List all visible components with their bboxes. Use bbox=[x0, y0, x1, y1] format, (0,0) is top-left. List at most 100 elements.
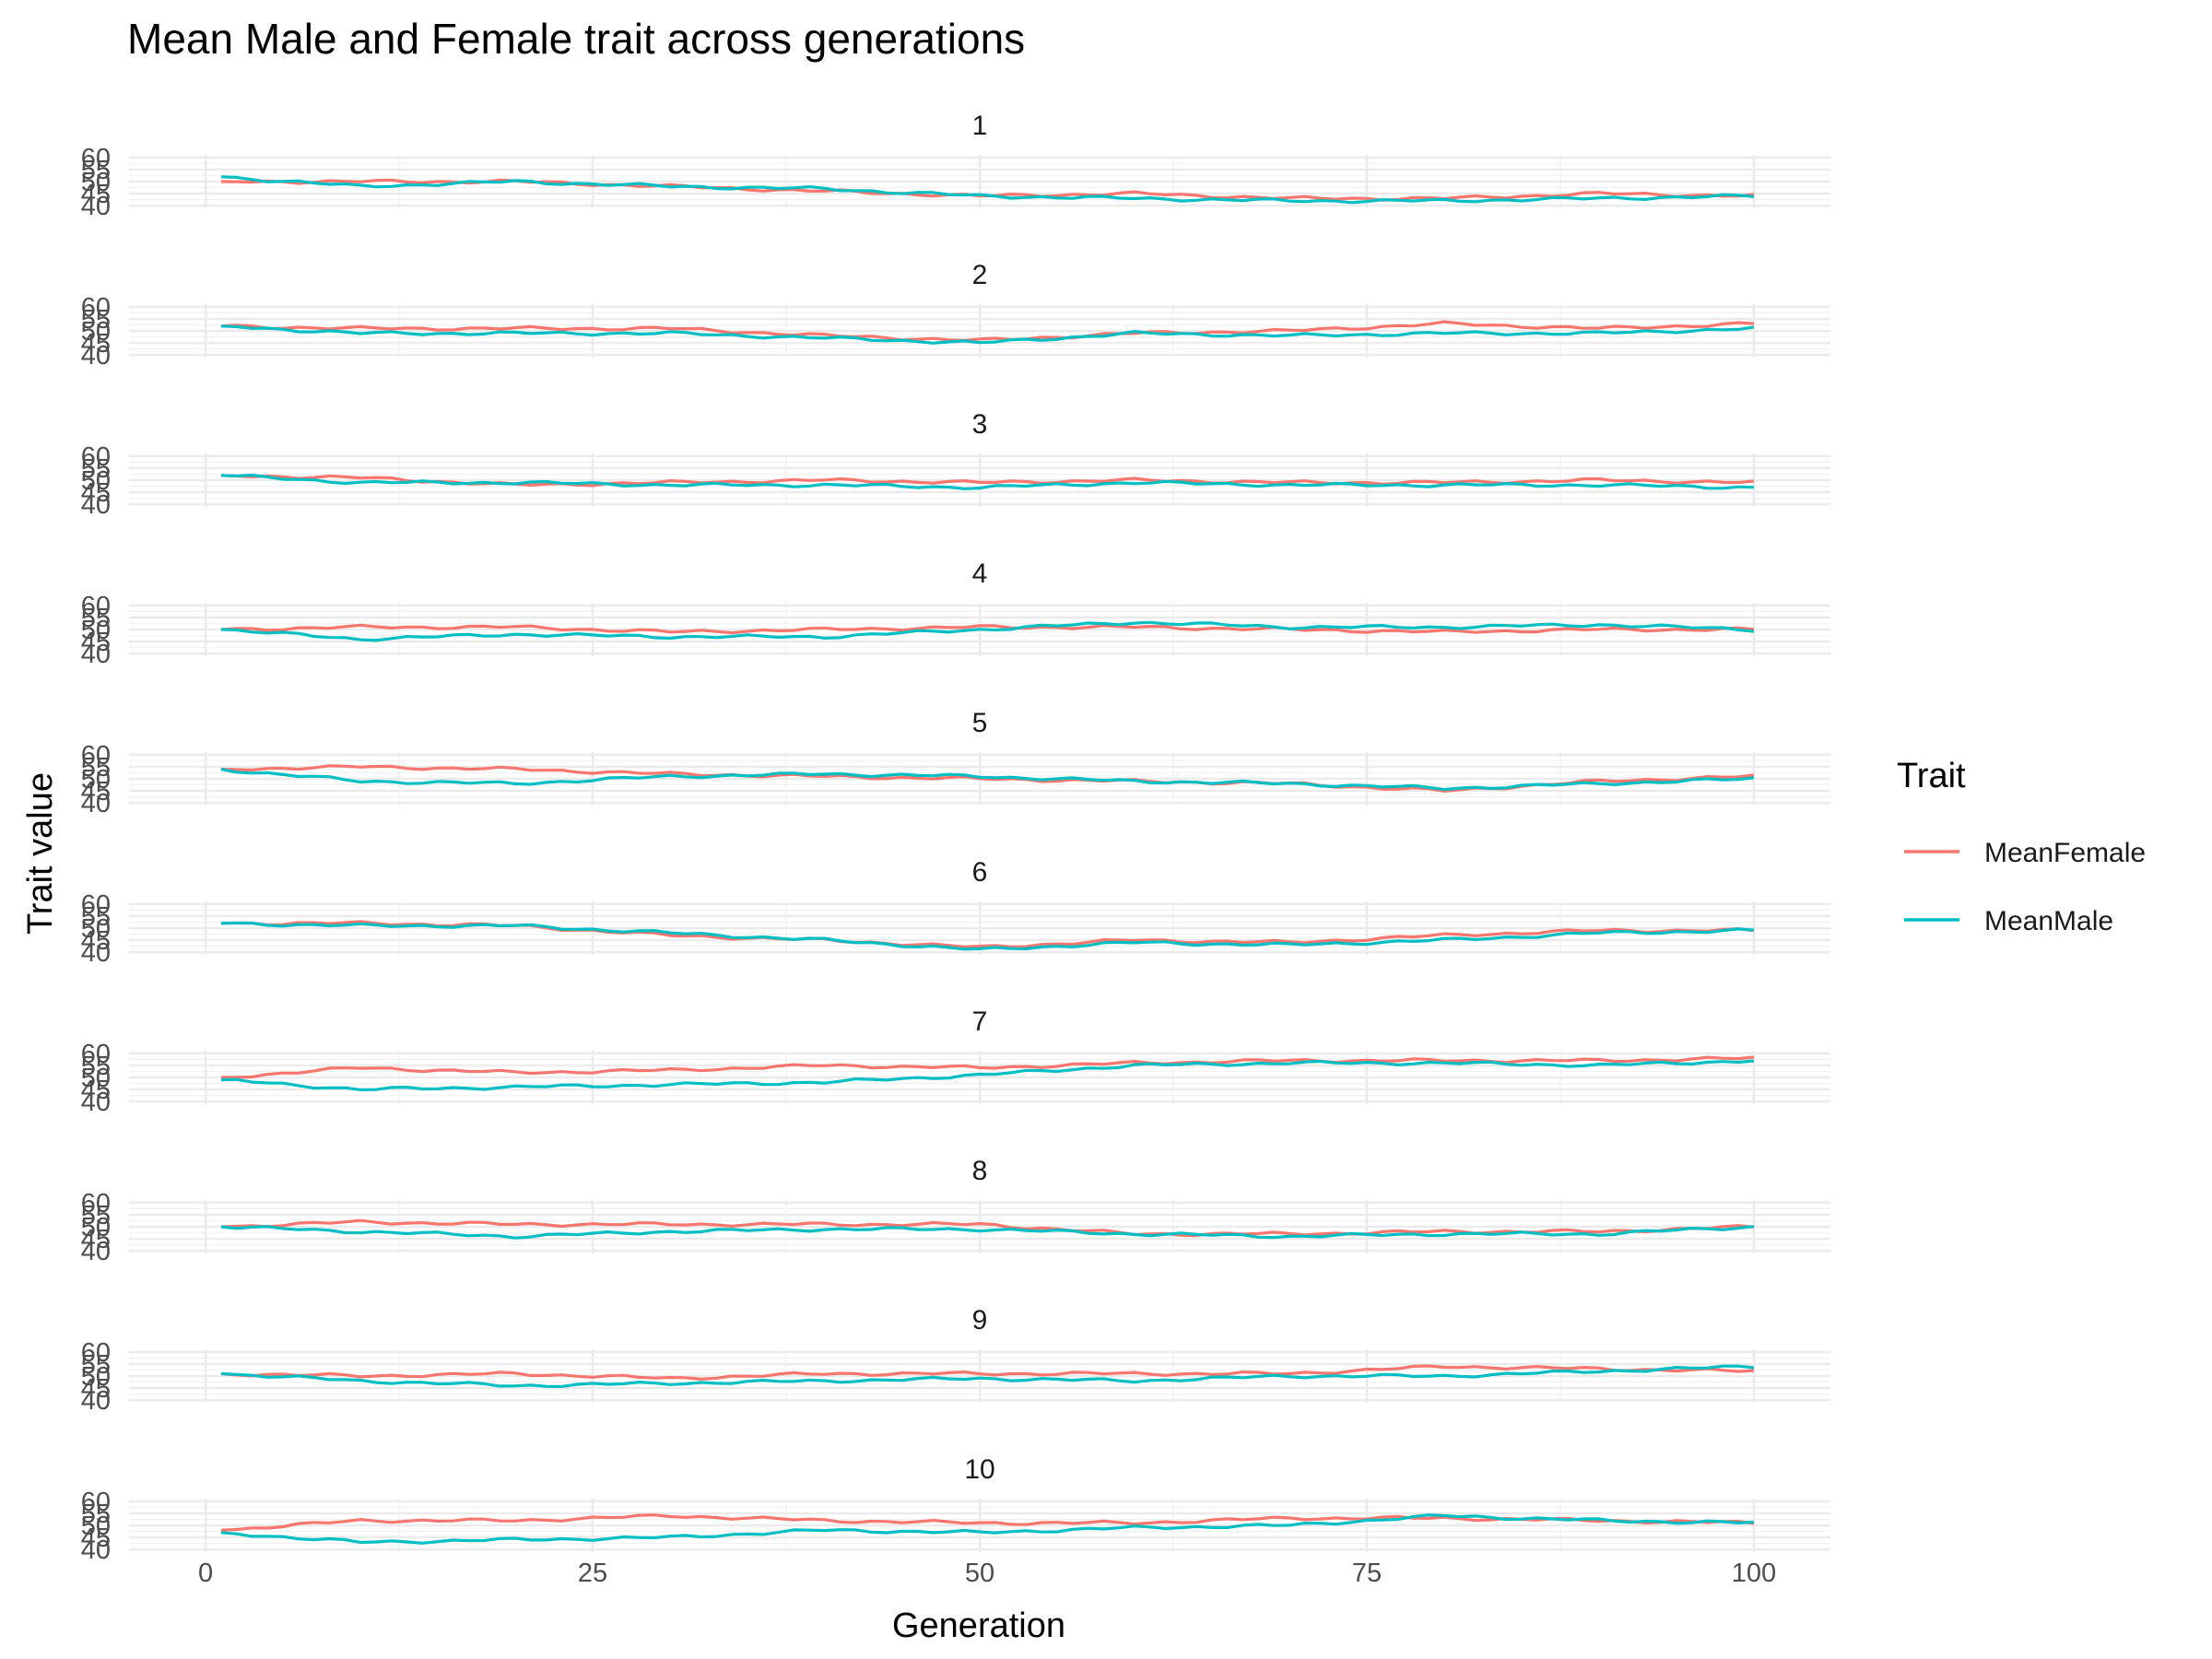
facet-strip-label: 6 bbox=[972, 857, 988, 888]
y-tick-label: 45 bbox=[81, 478, 111, 508]
y-tick-label: 40 bbox=[81, 341, 111, 371]
facet-strip-label: 9 bbox=[972, 1305, 988, 1335]
y-tick-label: 50 bbox=[81, 466, 111, 496]
legend-label: MeanFemale bbox=[1984, 838, 2146, 868]
legend: Trait MeanFemale MeanMale bbox=[1897, 757, 2146, 936]
series-line-meanmale bbox=[220, 768, 1755, 792]
y-tick-label: 55 bbox=[81, 454, 111, 484]
x-tick-label: 50 bbox=[965, 1559, 994, 1588]
y-tick-label: 55 bbox=[81, 604, 111, 633]
y-tick-label: 45 bbox=[81, 1374, 111, 1404]
y-tick-label: 60 bbox=[81, 1189, 111, 1218]
x-tick-label: 25 bbox=[578, 1559, 607, 1588]
facet-strip-label: 3 bbox=[972, 409, 988, 440]
y-tick-label: 40 bbox=[81, 1237, 111, 1266]
y-tick-label: 60 bbox=[81, 1040, 111, 1069]
y-tick-label: 55 bbox=[81, 305, 111, 335]
y-tick-label: 40 bbox=[81, 1088, 111, 1117]
facet-panels: 1404550556024045505560340455055604404550… bbox=[81, 111, 1830, 1565]
series-line-meanfemale bbox=[220, 1218, 1755, 1238]
y-tick-label: 45 bbox=[81, 180, 111, 209]
y-tick-label: 50 bbox=[81, 1362, 111, 1392]
series-line-meanmale bbox=[220, 175, 1755, 205]
x-axis-title: Generation bbox=[892, 1606, 1065, 1645]
y-tick-label: 60 bbox=[81, 442, 111, 472]
facet-strip-label: 8 bbox=[972, 1156, 988, 1186]
series-line-meanfemale bbox=[220, 623, 1755, 635]
series-line-meanmale bbox=[220, 324, 1755, 345]
legend-item-meanfemale: MeanFemale bbox=[1904, 838, 2146, 868]
facet-strip-label: 7 bbox=[972, 1006, 988, 1037]
y-tick-label: 55 bbox=[81, 1350, 111, 1380]
y-tick-label: 40 bbox=[81, 490, 111, 520]
legend-title: Trait bbox=[1897, 757, 1966, 795]
y-tick-label: 45 bbox=[81, 1076, 111, 1105]
y-tick-label: 45 bbox=[81, 1524, 111, 1553]
series-line-meanmale bbox=[220, 1364, 1755, 1388]
y-tick-label: 50 bbox=[81, 168, 111, 197]
y-tick-label: 45 bbox=[81, 329, 111, 359]
y-tick-label: 50 bbox=[81, 1213, 111, 1242]
y-tick-label: 60 bbox=[81, 741, 111, 771]
y-tick-label: 55 bbox=[81, 1500, 111, 1529]
y-tick-label: 60 bbox=[81, 1338, 111, 1368]
series-line-meanmale bbox=[220, 1513, 1754, 1545]
series-line-meanmale bbox=[220, 1059, 1755, 1091]
y-tick-label: 55 bbox=[81, 156, 111, 185]
series-line-meanfemale bbox=[220, 320, 1754, 342]
series-line-meanmale bbox=[220, 1225, 1755, 1240]
facet-strip-label: 4 bbox=[972, 559, 988, 589]
y-tick-label: 55 bbox=[81, 902, 111, 932]
facet-strip-label: 5 bbox=[972, 708, 988, 738]
y-tick-label: 40 bbox=[81, 789, 111, 818]
y-tick-label: 60 bbox=[81, 890, 111, 920]
x-axis: 0 25 50 75 100 bbox=[198, 1559, 1776, 1588]
y-tick-label: 60 bbox=[81, 293, 111, 323]
y-tick-label: 50 bbox=[81, 1064, 111, 1093]
series-line-meanmale bbox=[220, 921, 1755, 951]
legend-items: MeanFemale MeanMale bbox=[1904, 838, 2146, 936]
legend-item-meanmale: MeanMale bbox=[1904, 906, 2113, 936]
y-tick-label: 55 bbox=[81, 753, 111, 782]
y-tick-label: 40 bbox=[81, 938, 111, 968]
y-tick-label: 50 bbox=[81, 616, 111, 645]
series-line-meanfemale bbox=[220, 1364, 1754, 1381]
y-axis-title: Trait value bbox=[21, 772, 60, 935]
facet-strip-label: 10 bbox=[964, 1454, 994, 1485]
y-tick-label: 50 bbox=[81, 765, 111, 794]
y-tick-label: 55 bbox=[81, 1052, 111, 1081]
y-tick-label: 60 bbox=[81, 1488, 111, 1517]
y-tick-label: 40 bbox=[81, 1386, 111, 1416]
legend-label: MeanMale bbox=[1984, 906, 2113, 936]
series-line-meanmale bbox=[220, 473, 1754, 490]
y-tick-label: 50 bbox=[81, 914, 111, 944]
y-tick-label: 60 bbox=[81, 592, 111, 621]
x-tick-label: 100 bbox=[1732, 1559, 1776, 1588]
y-tick-label: 45 bbox=[81, 628, 111, 657]
y-tick-label: 45 bbox=[81, 1225, 111, 1254]
y-tick-label: 40 bbox=[81, 1535, 111, 1565]
y-tick-label: 50 bbox=[81, 1512, 111, 1541]
y-tick-label: 45 bbox=[81, 926, 111, 956]
y-tick-label: 40 bbox=[81, 192, 111, 221]
x-tick-label: 0 bbox=[198, 1559, 213, 1588]
y-tick-label: 50 bbox=[81, 317, 111, 347]
facet-strip-label: 1 bbox=[972, 111, 988, 141]
y-tick-label: 40 bbox=[81, 640, 111, 669]
y-tick-label: 60 bbox=[81, 144, 111, 173]
chart-title: Mean Male and Female trait across genera… bbox=[127, 15, 1025, 63]
series-line-meanfemale bbox=[220, 1513, 1755, 1532]
series-line-meanmale bbox=[220, 620, 1755, 642]
y-tick-label: 45 bbox=[81, 777, 111, 806]
